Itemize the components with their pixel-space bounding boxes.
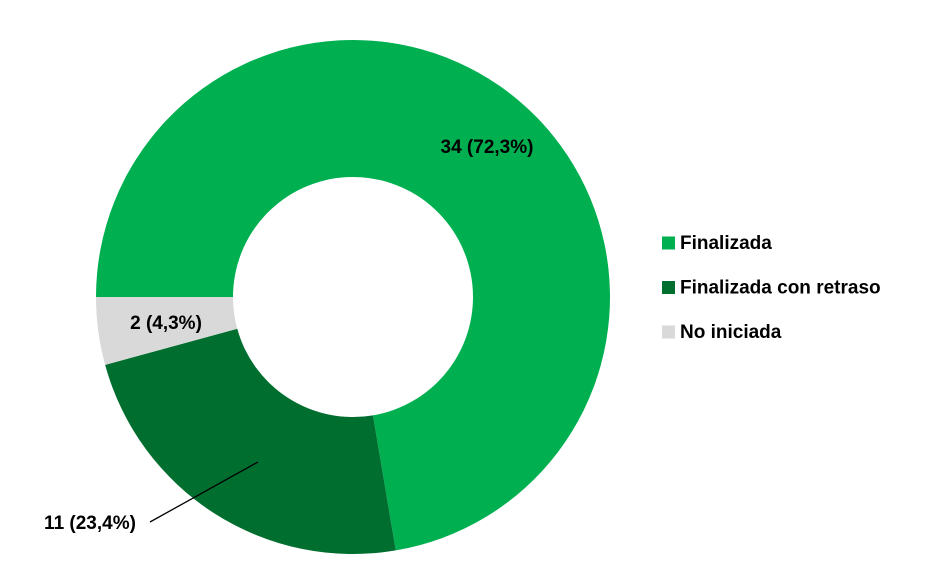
legend-label: Finalizada con retraso <box>680 278 881 299</box>
legend-swatch <box>662 325 675 339</box>
donut-segment <box>96 39 610 551</box>
donut-segment <box>96 297 238 365</box>
data-label: 2 (4,3%) <box>130 313 202 334</box>
legend-label: Finalizada <box>680 233 772 254</box>
leader-line <box>149 461 259 523</box>
legend-swatch <box>662 236 675 250</box>
legend-swatch <box>662 281 675 294</box>
donut-segment <box>105 328 396 554</box>
data-label: 11 (23,4%) <box>44 513 136 534</box>
data-label: 34 (72,3%) <box>441 137 534 158</box>
legend-label: No iniciada <box>680 322 782 343</box>
